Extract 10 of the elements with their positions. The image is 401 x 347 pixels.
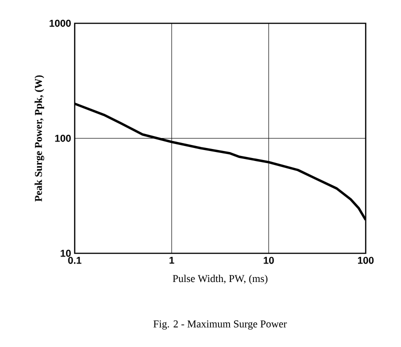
x-axis-title: Pulse Width, PW, (ms) bbox=[172, 274, 268, 284]
x-tick-label: 10 bbox=[264, 256, 274, 264]
caption: Fig. 2 - Maximum Surge Power bbox=[153, 320, 287, 330]
y-axis-title: Peak Surge Power, Ppk, (W) bbox=[34, 75, 44, 202]
y-tick-label: 100 bbox=[55, 134, 71, 142]
y-tick-label: 1000 bbox=[50, 20, 71, 27]
y-tick-label: 10 bbox=[60, 250, 71, 257]
x-tick-label: 0.1 bbox=[68, 256, 82, 264]
x-tick-label: 1 bbox=[170, 256, 174, 264]
x-tick-label: 100 bbox=[358, 256, 374, 264]
